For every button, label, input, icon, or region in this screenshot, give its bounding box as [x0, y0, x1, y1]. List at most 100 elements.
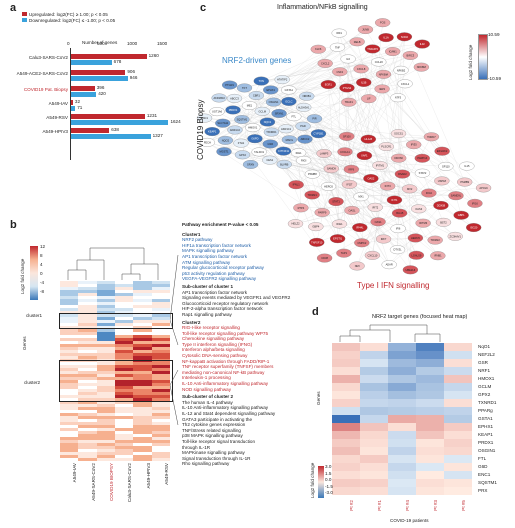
gene-label: PRDX1	[478, 440, 494, 445]
network-node: FECH	[199, 137, 216, 147]
network-node-label: EGR1	[325, 83, 333, 87]
pathway-item: Regular glucocorticoid receptor pathway	[182, 265, 264, 271]
network-node-shape	[402, 265, 419, 275]
heatmap-cell	[60, 320, 79, 324]
pathway-item: Glucocorticoid receptor regulatory netwo…	[182, 300, 269, 306]
network-node-label: CXCL11	[340, 150, 350, 154]
heatmap-cell	[151, 296, 171, 300]
heatmap-cell	[78, 404, 97, 408]
heatmap-d-cell	[416, 487, 445, 496]
network-node-label: MGST1	[220, 150, 229, 154]
category-label: A549-HPIV3	[42, 129, 68, 134]
patient-label: Pt #5	[461, 500, 466, 511]
heatmap-cell	[78, 431, 97, 435]
network-node-label: GBP4	[312, 225, 319, 229]
panel-d-dendrogram	[339, 324, 441, 342]
heatmap-d-cell	[388, 383, 417, 392]
panel-a-xaxis-title: Number of genes	[82, 40, 118, 45]
network-edge	[389, 222, 444, 265]
network-edge	[322, 36, 405, 213]
network-node: FTL	[286, 112, 302, 122]
heatmap-cell	[133, 446, 152, 450]
category-label: A549-RSV	[46, 115, 68, 120]
heatmap-cell	[151, 398, 171, 402]
heatmap-d-cell	[360, 343, 389, 352]
network-node-label: CBR1	[253, 94, 260, 98]
heatmap-d-cell	[444, 431, 473, 440]
network-node: DTX3L	[389, 245, 406, 255]
network-node-shape	[320, 80, 336, 89]
heatmap-cell	[133, 335, 152, 339]
network-node: TNF	[329, 42, 346, 52]
heatmap-cell	[133, 386, 152, 390]
network-node: CXCL11	[337, 147, 353, 157]
network-edge	[372, 43, 423, 50]
network-node-shape	[421, 188, 437, 198]
network-node-shape	[314, 208, 330, 217]
heatmap-cell	[151, 311, 171, 315]
network-node: SLC7A11	[215, 118, 231, 128]
heatmap-d-cell	[416, 455, 445, 464]
heatmap-cell	[151, 449, 171, 453]
heatmap-cell	[115, 446, 134, 450]
network-node-label: IFI6	[396, 227, 401, 231]
network-node-shape	[234, 150, 251, 160]
network-node-label: DTX3L	[394, 248, 403, 252]
network-node: TAP1	[336, 248, 352, 258]
pathway-item: Th2 cytokine genes expression	[182, 422, 246, 428]
heatmap-cell	[115, 320, 134, 324]
network-node-shape	[310, 129, 327, 139]
network-node-shape	[381, 260, 397, 270]
network-node-shape	[434, 146, 450, 156]
heatmap-cell	[96, 314, 116, 318]
legend-tick: 0.0	[325, 477, 332, 482]
sub1-header: Sub-cluster of cluster 1	[182, 283, 234, 289]
heatmap-cell	[133, 290, 152, 294]
heatmap-cell	[60, 449, 79, 453]
network-node: TDRD7	[423, 132, 440, 142]
heatmap-d-cell	[332, 479, 361, 488]
network-node-shape	[352, 223, 368, 233]
heatmap-cell	[151, 455, 171, 459]
network-node-shape	[275, 146, 292, 156]
heatmap-cell	[96, 425, 116, 429]
heatmap-d-cell	[444, 391, 473, 400]
heatmap-cell	[96, 296, 116, 300]
network-node-label: ME1	[247, 104, 253, 108]
network-node-label: UGT1A6	[212, 110, 223, 114]
category-label: COVID19 Pat. Biopsy	[23, 87, 68, 92]
network-node: AKR1C1	[278, 124, 294, 134]
network-node-shape	[263, 85, 279, 95]
heatmap-cell	[96, 404, 116, 408]
heatmap-cell	[115, 383, 134, 387]
heatmap-cell	[133, 452, 152, 456]
network-node-label: ICAM1	[389, 50, 397, 54]
network-node: ABCC2	[297, 134, 313, 144]
network-node-label: RSAD2	[398, 172, 407, 176]
heatmap-d-cell	[332, 463, 361, 472]
heatmap-cell	[133, 425, 152, 429]
network-node: AKR1C2	[227, 125, 243, 135]
heatmap-cell	[115, 425, 134, 429]
heatmap-d-cell	[388, 447, 417, 456]
network-node: ISG20	[466, 223, 482, 232]
network-node: SOD2	[396, 32, 413, 42]
network-node-label: STAT2	[419, 171, 427, 175]
heatmap-cell	[78, 440, 97, 444]
heatmap-cell	[96, 401, 116, 405]
heatmap-cell	[151, 446, 171, 450]
network-node-shape	[344, 205, 360, 215]
heatmap-cell	[133, 338, 152, 342]
heatmap-cell	[78, 446, 97, 450]
pathway-item: Type II interferon signalling (IFNG)	[182, 341, 253, 347]
network-edge	[351, 43, 423, 170]
heatmap-cell	[96, 287, 116, 291]
network-edge	[337, 71, 340, 239]
heatmap-cell	[151, 368, 171, 372]
network-node: HTATIP2	[274, 75, 290, 85]
pathway-item: HIF1a transcription factor network	[182, 242, 251, 248]
heatmap-d-cell	[388, 367, 417, 376]
network-node-shape	[274, 75, 290, 85]
network-edge	[422, 173, 444, 223]
gene-label: TXNRD1	[478, 400, 497, 405]
